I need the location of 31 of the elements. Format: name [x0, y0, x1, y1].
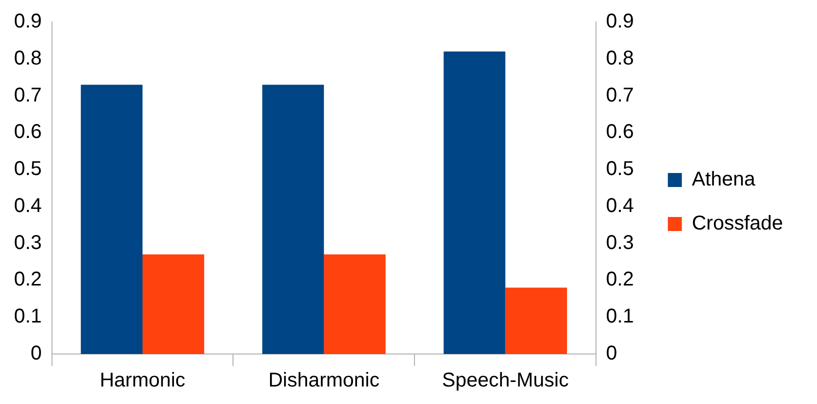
y2-tick-label: 0.6 — [606, 121, 634, 144]
y-tick-label: 0.5 — [14, 158, 42, 180]
y2-tick-label: 0.1 — [606, 306, 634, 328]
bar — [505, 288, 568, 354]
y2-tick-label: 0.5 — [606, 158, 634, 180]
x-tick-label: Disharmonic — [268, 370, 380, 392]
y-tick-label: 0.9 — [14, 10, 42, 33]
y-tick-label: 0 — [30, 342, 42, 365]
y2-tick-label: 0.2 — [606, 268, 634, 291]
y-tick-label: 0.8 — [14, 47, 42, 70]
legend-label: Crossfade — [692, 212, 784, 235]
y2-tick-label: 0.8 — [606, 47, 634, 70]
bar — [142, 254, 204, 354]
y-tick-label: 0.3 — [14, 232, 42, 254]
y2-tick-label: 0.3 — [606, 232, 634, 254]
y-tick-label: 0.6 — [14, 121, 42, 144]
y2-tick-label: 0.7 — [606, 84, 634, 106]
x-tick-label: Speech-Music — [442, 370, 569, 392]
y-tick-label: 0.1 — [14, 306, 42, 328]
y2-tick-label: 0 — [606, 342, 618, 365]
y-tick-label: 0.2 — [14, 268, 42, 291]
bar — [444, 52, 506, 354]
x-tick-label: Harmonic — [100, 370, 186, 392]
y2-tick-label: 0.9 — [606, 10, 634, 33]
bar — [80, 84, 143, 354]
y-tick-label: 0.4 — [14, 194, 42, 217]
bar — [262, 84, 324, 354]
y2-tick-label: 0.4 — [606, 194, 634, 217]
y-tick-label: 0.7 — [14, 84, 42, 106]
bar — [324, 254, 386, 354]
legend-label: Athena — [692, 168, 756, 191]
